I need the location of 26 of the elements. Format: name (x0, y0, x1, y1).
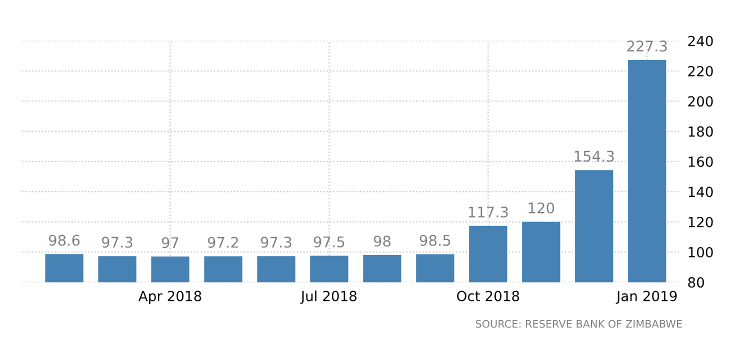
data-label: 97 (162, 237, 178, 248)
data-label: 98.5 (420, 234, 450, 246)
data-label: 97.3 (102, 236, 132, 248)
y-tick-label: 160 (688, 156, 713, 167)
y-tick-label: 120 (688, 216, 713, 228)
data-label: 120 (528, 202, 554, 214)
y-tick-label: 140 (688, 186, 713, 198)
data-label: 97.2 (208, 236, 238, 248)
data-label: 117.3 (468, 206, 508, 218)
y-tick-label: 240 (688, 36, 713, 46)
y-tick-label: 200 (688, 96, 713, 107)
y-tick-label: 80 (688, 277, 704, 288)
y-tick-label: 100 (688, 246, 713, 258)
data-label: 97.3 (260, 236, 292, 248)
data-label: 98.6 (48, 234, 80, 246)
x-tick-label: Oct 2018 (457, 290, 520, 302)
data-label: 98 (374, 236, 390, 247)
data-label: 97.5 (314, 236, 344, 248)
y-tick-label: 220 (688, 66, 713, 76)
x-tick-label: Apr 2018 (138, 290, 202, 304)
x-tick-label: Jul 2018 (300, 290, 357, 304)
x-tick-label: Jan 2019 (616, 290, 677, 304)
source-note: SOURCE: RESERVE BANK OF ZIMBABWE (476, 320, 682, 328)
data-label: 227.3 (627, 40, 667, 52)
data-label: 154.3 (574, 150, 614, 162)
y-tick-label: 180 (688, 126, 713, 137)
